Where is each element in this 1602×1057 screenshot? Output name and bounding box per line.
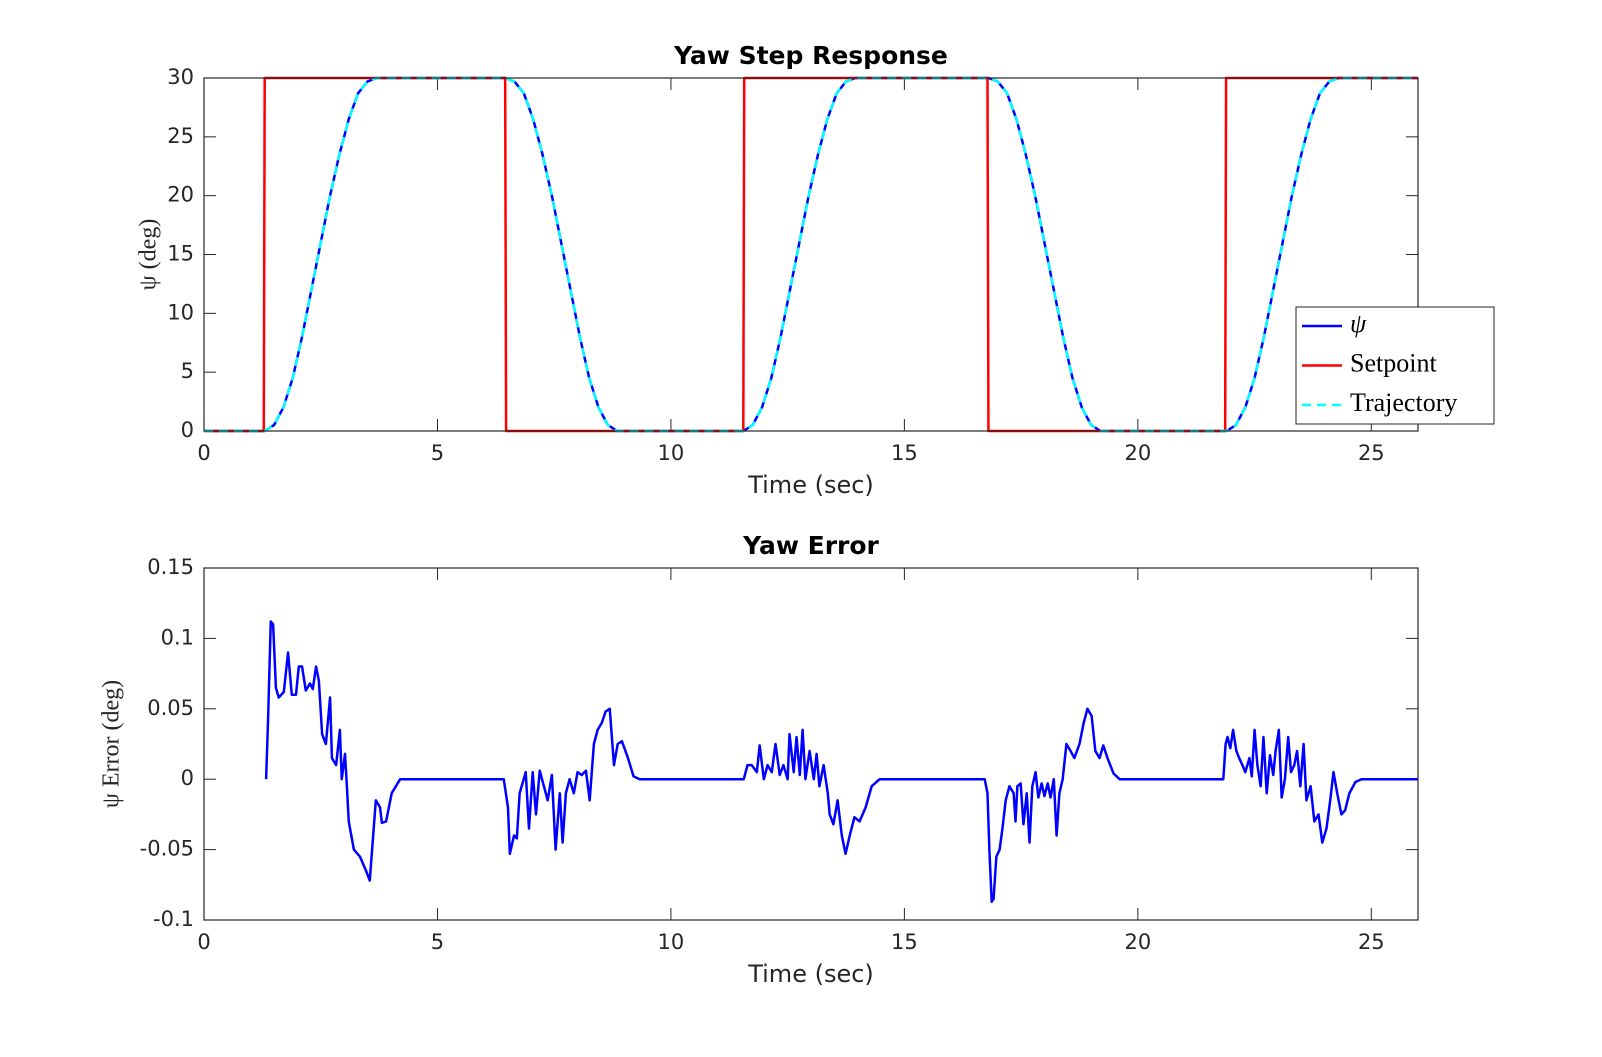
x-tick-label: 25 [1358,930,1385,954]
y-axis-label: ψ Error (deg) [99,680,125,808]
y-tick-label: 15 [167,242,194,266]
x-tick-label: 10 [658,441,685,465]
series-line [204,76,1418,433]
legend-label: Trajectory [1350,388,1457,417]
x-tick-label: 20 [1124,441,1151,465]
y-tick-label: 0.05 [147,696,194,720]
x-tick-label: 0 [197,930,210,954]
x-tick-label: 0 [197,441,210,465]
axes-frame [203,567,1419,921]
y-tick-label: 0.15 [147,555,194,579]
x-axis-label: Time (sec) [747,960,874,988]
x-tick-label: 5 [431,930,444,954]
y-tick-label: 20 [167,183,194,207]
chart-title: Yaw Step Response [673,41,948,70]
y-tick-label: -0.1 [153,907,194,931]
x-tick-label: 5 [431,441,444,465]
y-tick-label: 5 [181,359,194,383]
legend-label: ψ [1350,309,1367,338]
y-tick-label: -0.05 [140,837,194,861]
x-tick-label: 15 [891,441,918,465]
x-tick-label: 25 [1358,441,1385,465]
axes-background [204,78,1418,431]
legend: ψ Setpoint Trajectory [1295,306,1495,425]
x-tick-label: 10 [658,930,685,954]
x-tick-label: 20 [1124,930,1151,954]
y-tick-label: 0 [181,766,194,790]
y-tick-label: 25 [167,124,194,148]
series-line [264,620,1418,903]
legend-label: Setpoint [1350,348,1437,377]
y-tick-label: 0.1 [161,625,194,649]
chart-title: Yaw Error [742,531,879,560]
y-axis-label: ψ (deg) [136,219,162,291]
x-tick-label: 15 [891,930,918,954]
y-tick-label: 0 [181,418,194,442]
axes-background [204,568,1418,920]
y-tick-label: 30 [167,65,194,89]
axes-frame [203,77,1419,432]
y-tick-label: 10 [167,300,194,324]
x-axis-label: Time (sec) [747,471,874,499]
series-line [204,76,1418,433]
